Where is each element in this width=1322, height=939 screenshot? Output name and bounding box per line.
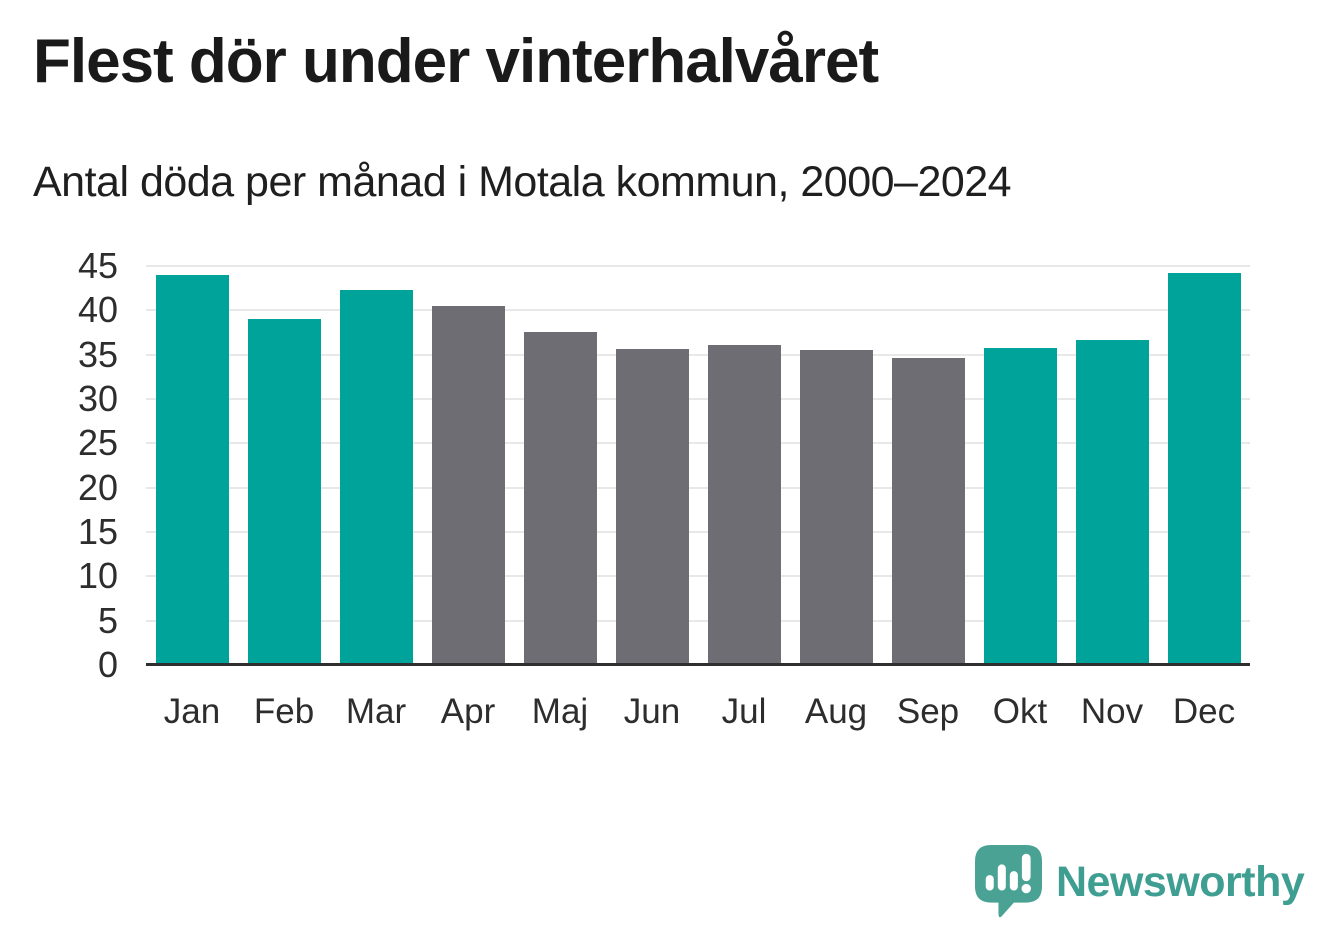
gridline-30 bbox=[146, 398, 1250, 400]
chart-subtitle: Antal döda per månad i Motala kommun, 20… bbox=[33, 158, 1012, 206]
bar-maj bbox=[523, 331, 597, 665]
x-axis-label-mar: Mar bbox=[345, 692, 407, 731]
x-axis-label-jun: Jun bbox=[623, 692, 681, 731]
gridline-45 bbox=[146, 265, 1250, 267]
y-axis-tick-5: 5 bbox=[97, 599, 118, 641]
bar-feb bbox=[247, 319, 321, 665]
y-axis-tick-45: 45 bbox=[77, 245, 118, 286]
y-axis-tick-35: 35 bbox=[77, 333, 118, 375]
bar-jun bbox=[615, 349, 689, 665]
bar-apr bbox=[431, 305, 505, 665]
bar-mar bbox=[339, 289, 413, 665]
x-axis-label-nov: Nov bbox=[1080, 692, 1144, 731]
gridline-10 bbox=[146, 575, 1250, 578]
branding-footer[interactable]: Newsworthy bbox=[975, 845, 1305, 920]
y-axis-tick-20: 20 bbox=[77, 466, 118, 508]
bar-jan bbox=[155, 274, 229, 665]
logo-text: Newsworthy bbox=[1056, 858, 1305, 906]
gridline-35 bbox=[146, 353, 1250, 356]
y-axis-tick-25: 25 bbox=[77, 422, 118, 464]
bar-jul bbox=[707, 344, 781, 665]
y-axis-tick-0: 0 bbox=[97, 644, 118, 685]
bar-okt bbox=[983, 347, 1057, 665]
gridline-5 bbox=[146, 619, 1250, 622]
x-axis-label-apr: Apr bbox=[440, 692, 496, 731]
x-axis-line bbox=[146, 663, 1250, 666]
bar-nov bbox=[1075, 340, 1149, 665]
bar-dec bbox=[1167, 273, 1241, 665]
bar-sep bbox=[891, 358, 965, 665]
y-axis-tick-30: 30 bbox=[77, 378, 118, 419]
x-axis-label-aug: Aug bbox=[804, 692, 868, 731]
y-axis-tick-15: 15 bbox=[77, 511, 118, 552]
y-axis-tick-10: 10 bbox=[77, 555, 118, 597]
x-axis-label-sep: Sep bbox=[896, 692, 960, 731]
x-axis-label-jan: Jan bbox=[163, 692, 221, 731]
chart-title: Flest dör under vinterhalvåret bbox=[33, 27, 879, 96]
x-axis-label-jul: Jul bbox=[721, 692, 767, 731]
newsworthy-bubble-chart-icon bbox=[975, 845, 1042, 918]
gridline-40 bbox=[146, 309, 1250, 312]
bar-aug bbox=[799, 350, 873, 665]
y-axis-tick-40: 40 bbox=[77, 289, 118, 331]
plot-area bbox=[146, 265, 1250, 665]
x-axis-label-dec: Dec bbox=[1172, 692, 1236, 731]
x-axis-label-okt: Okt bbox=[992, 692, 1048, 731]
x-axis-label-maj: Maj bbox=[531, 692, 589, 731]
gridline-25 bbox=[146, 442, 1250, 445]
gridline-20 bbox=[146, 486, 1250, 489]
gridline-15 bbox=[146, 531, 1250, 533]
x-axis-label-feb: Feb bbox=[253, 692, 315, 731]
